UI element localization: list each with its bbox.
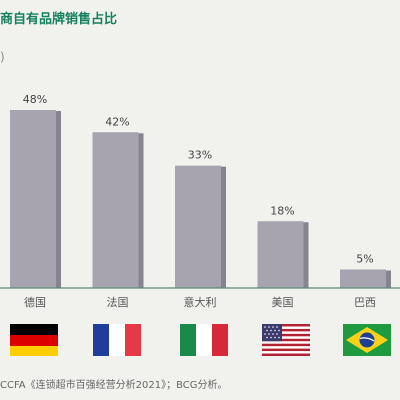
bar-1 — [92, 132, 139, 288]
source-note: CCFA《连锁超市百强经营分析2021》；BCG分析。 — [0, 380, 228, 391]
unit-label: ) — [0, 50, 5, 64]
category-label-1: 法国 — [107, 295, 129, 309]
category-label-0: 德国 — [24, 295, 46, 309]
value-label-3: 18% — [270, 204, 294, 217]
bar-side-1 — [138, 133, 144, 288]
bar-side-2 — [221, 166, 226, 288]
value-label-4: 5% — [356, 252, 373, 265]
chart-title: 商自有品牌销售占比 — [0, 12, 118, 27]
bar-0 — [10, 110, 56, 288]
usa-flag-icon — [262, 324, 310, 356]
bar-2 — [175, 165, 221, 288]
france-flag-icon — [93, 324, 141, 356]
category-label-4: 巴西 — [354, 296, 376, 309]
bar-4 — [340, 269, 386, 288]
italy-flag-icon — [180, 324, 228, 356]
bar-side-0 — [56, 111, 61, 288]
brazil-flag-icon — [343, 324, 391, 356]
value-label-2: 33% — [188, 149, 212, 162]
category-label-2: 意大利 — [184, 295, 217, 309]
bar-side-4 — [386, 270, 391, 288]
bar-side-3 — [303, 222, 309, 288]
value-label-0: 48% — [23, 93, 47, 106]
germany-flag-icon — [10, 324, 58, 356]
bar-3 — [257, 221, 304, 288]
category-label-3: 美国 — [272, 296, 294, 309]
value-label-1: 42% — [105, 115, 129, 128]
